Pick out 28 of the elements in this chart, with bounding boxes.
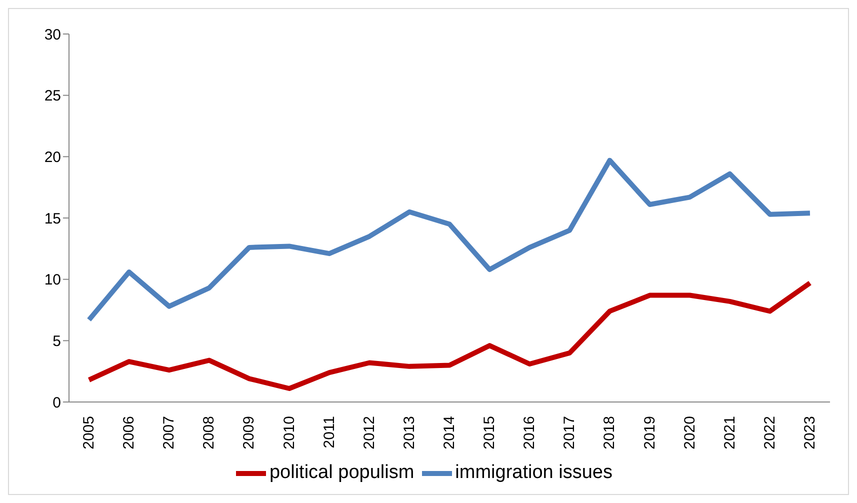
y-tick-label: 15 [44, 210, 61, 228]
x-tick-label: 2005 [80, 416, 98, 450]
x-tick-label: 2012 [360, 416, 378, 450]
x-tick-label: 2016 [521, 416, 538, 450]
x-tick-label: 2009 [240, 416, 258, 450]
x-tick-label: 2023 [801, 416, 818, 450]
y-tick-label: 5 [52, 332, 61, 350]
x-tick-label: 2021 [721, 416, 738, 450]
legend-label: political populism [269, 462, 414, 484]
y-tick-label: 30 [44, 26, 61, 44]
x-tick-label: 2006 [120, 416, 138, 450]
x-tick-label: 2015 [481, 416, 498, 450]
x-tick-label: 2020 [681, 416, 698, 450]
x-tick-label: 2010 [280, 416, 298, 450]
y-tick-label: 25 [44, 88, 61, 105]
x-tick-label: 2007 [160, 416, 178, 450]
x-tick-label: 2017 [561, 416, 578, 450]
x-tick-label: 2014 [441, 416, 458, 450]
legend-label: immigration issues [455, 462, 612, 484]
y-tick-label: 20 [44, 148, 61, 166]
x-tick-label: 2013 [400, 416, 418, 450]
y-tick-label: 10 [44, 272, 61, 289]
x-tick-label: 2008 [200, 416, 218, 450]
x-tick-label: 2018 [601, 416, 618, 450]
x-tick-label: 2022 [761, 416, 778, 450]
y-tick-label: 0 [52, 394, 61, 412]
x-tick-label: 2011 [320, 416, 338, 448]
x-tick-label: 2019 [641, 416, 658, 450]
